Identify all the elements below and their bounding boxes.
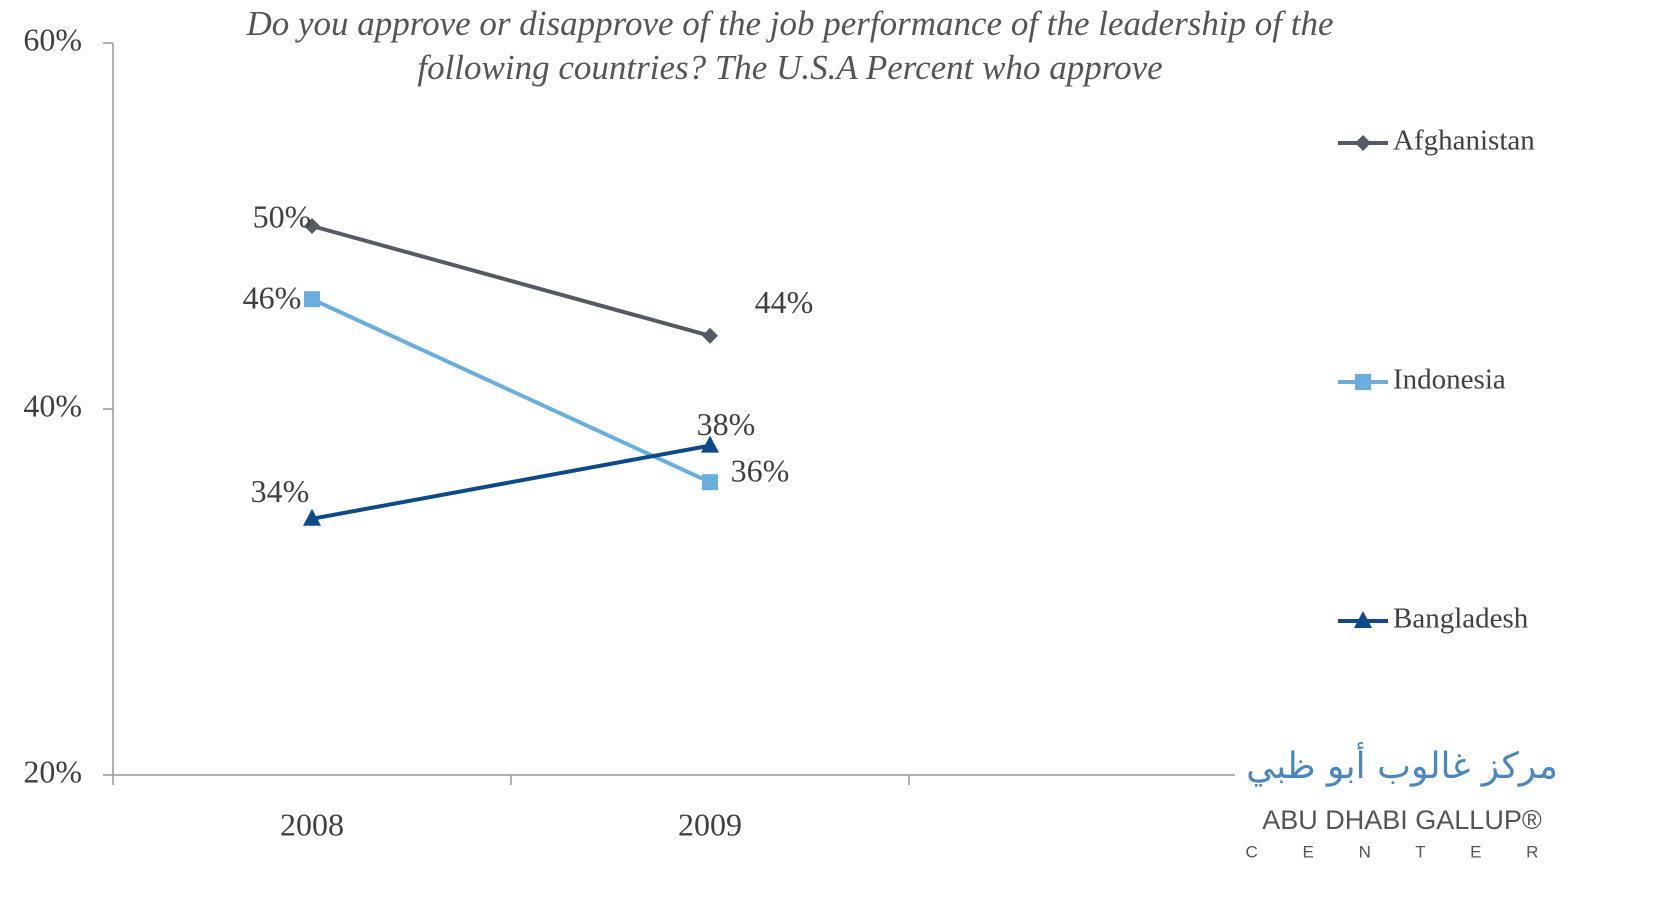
data-label: 46% bbox=[243, 280, 302, 316]
x-tick-label: 2009 bbox=[678, 806, 742, 842]
data-point bbox=[701, 435, 719, 453]
logo-center: C E N T E R bbox=[1246, 842, 1559, 861]
data-label: 50% bbox=[253, 198, 312, 234]
legend-marker bbox=[1355, 374, 1371, 390]
logo-arabic: مركز غالوب أبو ظبي bbox=[1246, 742, 1558, 787]
data-point bbox=[304, 291, 320, 308]
data-label: 44% bbox=[755, 284, 814, 320]
data-label: 36% bbox=[731, 453, 790, 489]
y-tick-label: 20% bbox=[23, 753, 82, 789]
series-line bbox=[311, 224, 711, 338]
series-line bbox=[311, 443, 711, 521]
x-tick-label: 2008 bbox=[280, 806, 344, 842]
legend-label: Bangladesh bbox=[1393, 603, 1529, 635]
logo-name: ABU DHABI GALLUP® bbox=[1262, 805, 1542, 835]
legend-marker bbox=[1354, 611, 1372, 628]
legend-label: Indonesia bbox=[1393, 364, 1506, 396]
y-tick-label: 60% bbox=[23, 21, 82, 57]
legend-marker bbox=[1355, 135, 1371, 151]
data-label: 38% bbox=[697, 406, 756, 442]
data-point bbox=[304, 218, 320, 234]
y-tick-label: 40% bbox=[23, 387, 82, 423]
data-point bbox=[702, 327, 718, 344]
legend-label: Afghanistan bbox=[1393, 125, 1535, 157]
logo-background bbox=[1235, 735, 1674, 918]
data-label: 34% bbox=[251, 473, 310, 509]
data-point bbox=[702, 474, 718, 491]
chart-title: Do you approve or disapprove of the job … bbox=[246, 4, 1334, 87]
data-point bbox=[303, 508, 321, 526]
series-line bbox=[311, 297, 711, 485]
